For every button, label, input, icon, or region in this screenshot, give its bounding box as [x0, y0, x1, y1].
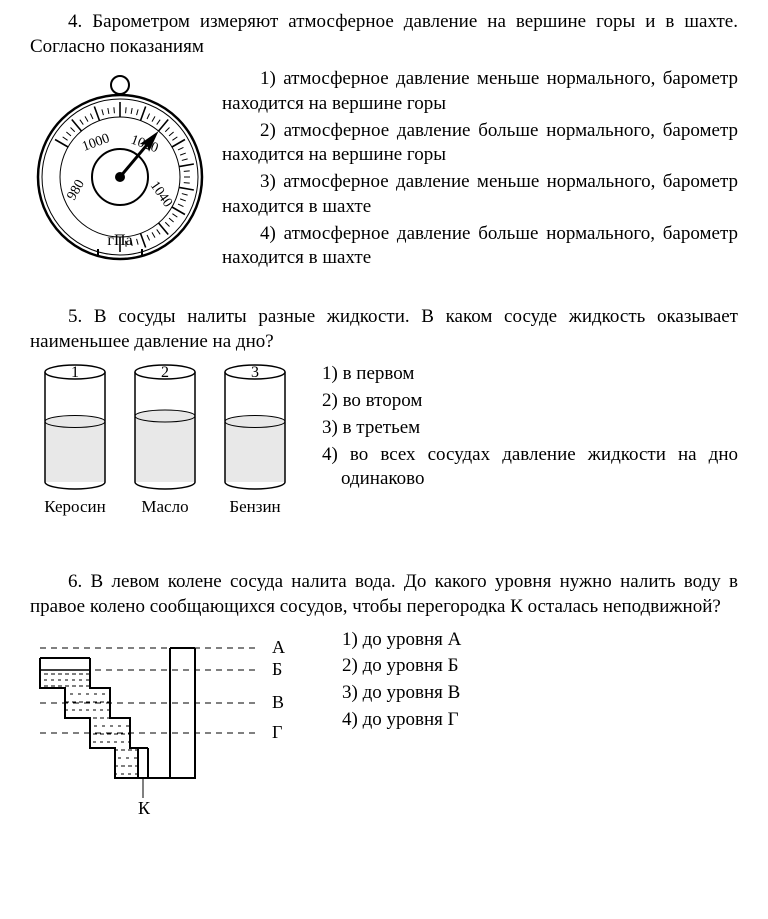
vessel-caption: Керосин — [44, 497, 105, 516]
q5-figure: 1 Керосин 2 Масло 3 Бензин — [30, 362, 310, 540]
q6-answer-4: 4) до уровня Г — [342, 708, 738, 733]
question-5: 5. В сосуды налиты разные жидкости. В ка… — [30, 305, 738, 540]
q4-answer-3: 3) атмосферное давление меньше нормально… — [222, 170, 738, 219]
q4-prompt: 4. Барометром измеряют атмосферное давле… — [30, 10, 738, 59]
q6-answers: 1) до уровня А 2) до уровня Б 3) до уров… — [342, 628, 738, 735]
q5-answer-3: 3) в третьем — [322, 416, 738, 441]
question-6: 6. В левом колене сосуда налита вода. До… — [30, 570, 738, 825]
q6-prompt: 6. В левом колене сосуда налита вода. До… — [30, 570, 738, 619]
q5-prompt: 5. В сосуды налиты разные жидкости. В ка… — [30, 305, 738, 354]
question-4: 4. Барометром измеряют атмосферное давле… — [30, 10, 738, 275]
q5-answer-4: 4) во всех сосудах давление жидкости на … — [322, 443, 738, 492]
barometer-unit: гПа — [107, 232, 132, 249]
q4-answer-2: 2) атмосферное давление больше нормально… — [222, 119, 738, 168]
q4-answer-4: 4) атмосферное давление больше нормально… — [222, 222, 738, 271]
q6-figure: А Б В Г — [30, 628, 330, 826]
vessel-caption: Бензин — [229, 497, 280, 516]
q4-answers: 1) атмосферное давление меньше нормально… — [222, 67, 738, 273]
communicating-vessels-icon: А Б В Г — [30, 628, 330, 818]
vessel-caption: Масло — [141, 497, 188, 516]
q5-row: 1 Керосин 2 Масло 3 Бензин 1) в первом 2) во … — [30, 362, 738, 540]
q5-answers: 1) в первом 2) во втором 3) в третьем 4)… — [322, 362, 738, 493]
q6-answer-1: 1) до уровня А — [342, 628, 738, 653]
partition-k-label: К — [138, 798, 151, 818]
vessel-number-label: 2 — [161, 364, 169, 381]
q4-answer-1: 1) атмосферное давление меньше нормально… — [222, 67, 738, 116]
vessel-number-label: 3 — [251, 364, 259, 381]
q6-answer-3: 3) до уровня В — [342, 681, 738, 706]
q5-answer-1: 1) в первом — [322, 362, 738, 387]
level-b-label: Б — [272, 659, 282, 679]
level-c-label: В — [272, 692, 284, 712]
barometer-icon: 980 1000 1020 1040 гПа — [30, 67, 210, 267]
q4-row: 980 1000 1020 1040 гПа 1) атмосферное да… — [30, 67, 738, 275]
vessels-icon: 1 Керосин 2 Масло 3 Бензин — [30, 362, 310, 532]
q6-answer-2: 2) до уровня Б — [342, 654, 738, 679]
level-a-label: А — [272, 637, 285, 657]
level-d-label: Г — [272, 722, 282, 742]
vessel-number-label: 1 — [71, 364, 79, 381]
q6-row: А Б В Г — [30, 628, 738, 826]
q4-figure: 980 1000 1020 1040 гПа — [30, 67, 210, 275]
q5-answer-2: 2) во втором — [322, 389, 738, 414]
